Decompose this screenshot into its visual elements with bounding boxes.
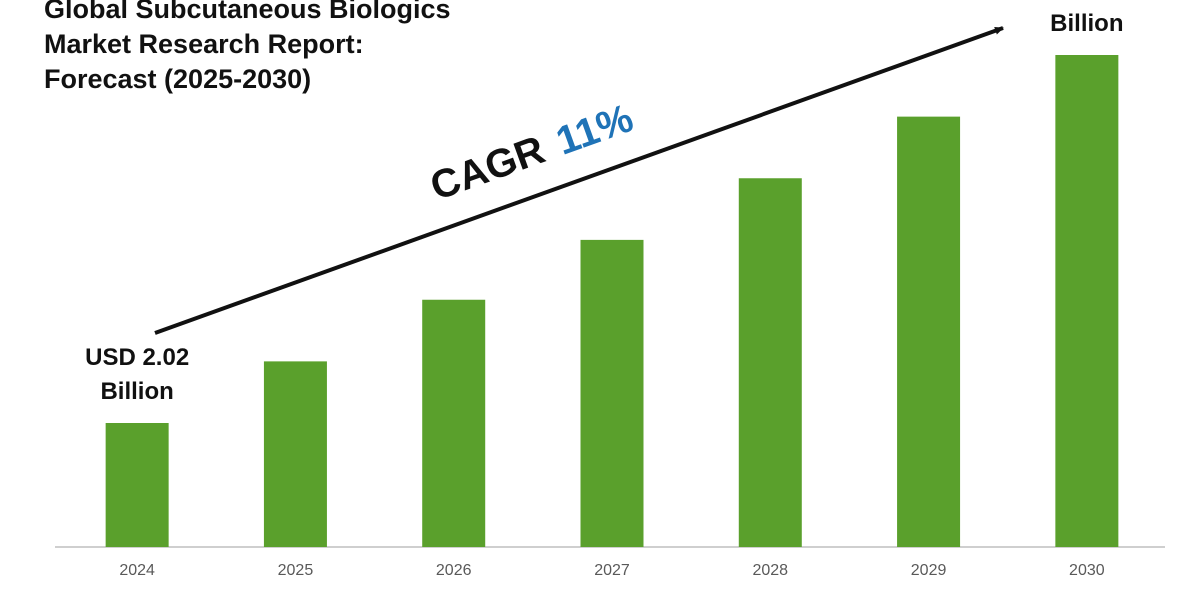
cagr-value: 11% [551, 96, 639, 164]
title-line: Forecast (2025-2030) [44, 64, 312, 94]
bar [1055, 55, 1119, 547]
bar [422, 299, 486, 547]
x-tick-label: 2027 [594, 562, 630, 579]
x-tick-label: 2025 [278, 562, 314, 579]
bar [580, 239, 644, 548]
trend-arrow [154, 26, 1004, 335]
chart-title: Global Subcutaneous Biologics Market Rese… [44, 0, 451, 97]
x-tick-label: 2030 [1069, 562, 1105, 579]
x-tick-label: 2028 [752, 562, 788, 579]
bar [263, 361, 327, 547]
x-tick-label: 2029 [911, 562, 947, 579]
title-line: Market Research Report: [44, 29, 364, 59]
cagr-annotation: CAGR 11% [425, 96, 639, 209]
bar [105, 423, 169, 547]
bar [897, 116, 961, 547]
x-tick-label: 2024 [119, 562, 155, 579]
bar [738, 178, 802, 547]
value-label: USD 4.11 Billion [1035, 0, 1138, 37]
title-line: Global Subcutaneous Biologics [44, 0, 451, 24]
x-tick-label: 2026 [436, 562, 472, 579]
value-label: USD 2.02 Billion [85, 344, 190, 405]
